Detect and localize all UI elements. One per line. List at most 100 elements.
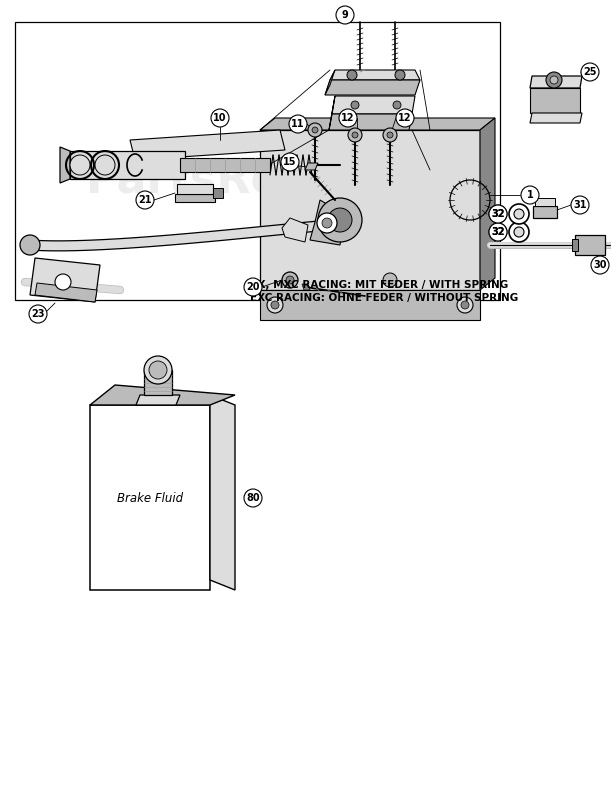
Circle shape <box>489 223 507 241</box>
Polygon shape <box>30 258 100 302</box>
Circle shape <box>489 205 507 223</box>
Circle shape <box>521 186 539 204</box>
Text: EXC RACING: OHNE FEDER / WITHOUT SPRING: EXC RACING: OHNE FEDER / WITHOUT SPRING <box>250 293 518 303</box>
Circle shape <box>70 155 90 175</box>
Circle shape <box>289 115 307 133</box>
Text: 32: 32 <box>491 209 505 219</box>
Polygon shape <box>305 163 318 170</box>
Polygon shape <box>30 220 331 251</box>
Polygon shape <box>325 70 335 95</box>
Text: 32: 32 <box>491 209 505 219</box>
Circle shape <box>144 356 172 384</box>
Text: 1: 1 <box>527 190 533 200</box>
Polygon shape <box>144 370 172 395</box>
Polygon shape <box>535 198 555 206</box>
Circle shape <box>308 123 322 137</box>
Polygon shape <box>260 130 480 290</box>
Polygon shape <box>282 218 308 242</box>
Circle shape <box>395 70 405 80</box>
Circle shape <box>244 489 262 507</box>
Circle shape <box>489 205 507 223</box>
Circle shape <box>328 208 352 232</box>
Text: SX, MXC RACING: MIT FEDER / WITH SPRING: SX, MXC RACING: MIT FEDER / WITH SPRING <box>250 280 508 290</box>
Circle shape <box>281 153 299 171</box>
Circle shape <box>581 63 599 81</box>
Polygon shape <box>325 80 420 95</box>
Circle shape <box>352 132 358 138</box>
Circle shape <box>457 297 473 313</box>
Circle shape <box>550 76 558 84</box>
Bar <box>15 22 500 300</box>
Circle shape <box>336 6 354 24</box>
Circle shape <box>136 191 154 209</box>
Text: 12: 12 <box>398 113 412 123</box>
Text: 10: 10 <box>213 113 227 123</box>
Text: 31: 31 <box>573 200 587 210</box>
Circle shape <box>286 276 294 284</box>
Text: Brake Fluid: Brake Fluid <box>117 491 183 505</box>
Text: 11: 11 <box>291 119 305 129</box>
Polygon shape <box>572 239 578 251</box>
Circle shape <box>322 218 332 228</box>
Polygon shape <box>260 118 495 130</box>
Text: 21: 21 <box>138 195 152 205</box>
Circle shape <box>317 213 337 233</box>
Polygon shape <box>302 284 310 290</box>
Polygon shape <box>329 114 412 130</box>
Circle shape <box>591 256 609 274</box>
Polygon shape <box>332 96 415 114</box>
Polygon shape <box>70 151 185 179</box>
Polygon shape <box>177 184 213 194</box>
Circle shape <box>271 301 279 309</box>
Text: 25: 25 <box>584 67 597 77</box>
Circle shape <box>383 128 397 142</box>
Circle shape <box>509 204 529 224</box>
Text: 32: 32 <box>491 227 505 237</box>
Circle shape <box>267 297 283 313</box>
Circle shape <box>348 128 362 142</box>
Circle shape <box>282 272 298 288</box>
Circle shape <box>461 301 469 309</box>
Text: 32: 32 <box>491 227 505 237</box>
Polygon shape <box>330 70 420 80</box>
Text: 15: 15 <box>284 157 297 167</box>
Polygon shape <box>260 290 480 320</box>
Circle shape <box>244 278 262 296</box>
Circle shape <box>211 109 229 127</box>
Circle shape <box>347 70 357 80</box>
Polygon shape <box>175 194 215 202</box>
Polygon shape <box>213 188 223 198</box>
Circle shape <box>489 223 507 241</box>
Circle shape <box>339 109 357 127</box>
Polygon shape <box>329 96 335 130</box>
Circle shape <box>396 109 414 127</box>
Polygon shape <box>530 88 580 113</box>
Text: 9: 9 <box>342 10 348 20</box>
Polygon shape <box>575 235 605 255</box>
Polygon shape <box>130 130 285 160</box>
Polygon shape <box>60 147 70 183</box>
Polygon shape <box>90 385 235 405</box>
Circle shape <box>318 198 362 242</box>
Polygon shape <box>310 200 345 245</box>
Polygon shape <box>530 76 582 88</box>
Text: 30: 30 <box>593 260 607 270</box>
Circle shape <box>546 72 562 88</box>
Text: 20: 20 <box>246 282 260 292</box>
Text: PartsRepublic: PartsRepublic <box>86 159 434 201</box>
Circle shape <box>351 101 359 109</box>
Circle shape <box>149 361 167 379</box>
Circle shape <box>571 196 589 214</box>
Polygon shape <box>180 158 270 172</box>
Text: 80: 80 <box>246 493 260 503</box>
Polygon shape <box>480 118 495 290</box>
Circle shape <box>55 274 71 290</box>
Polygon shape <box>530 113 582 123</box>
Text: 12: 12 <box>342 113 355 123</box>
Circle shape <box>383 273 397 287</box>
Circle shape <box>29 305 47 323</box>
Polygon shape <box>35 283 97 302</box>
Circle shape <box>514 227 524 237</box>
Circle shape <box>387 132 393 138</box>
Polygon shape <box>136 395 180 405</box>
